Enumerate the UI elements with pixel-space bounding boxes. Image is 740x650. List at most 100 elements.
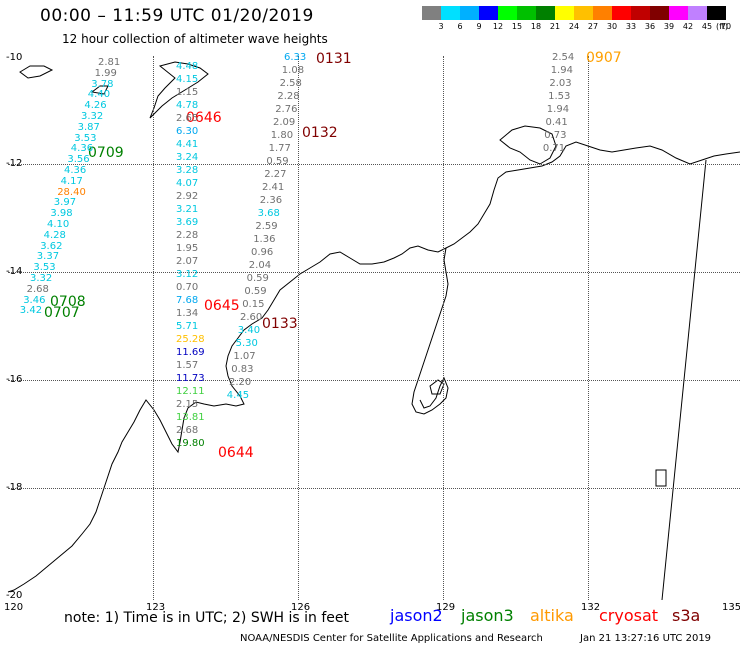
colorbar-label: 45: [701, 22, 713, 31]
pass-time: 0645: [204, 298, 240, 314]
lat-label: -12: [6, 158, 23, 169]
colorbar-swatch: [669, 6, 688, 20]
swh-value: 1.15: [176, 87, 199, 98]
swh-value: 3.62: [40, 240, 63, 252]
swh-value: 2.54: [552, 52, 575, 63]
legend-s3a: s3a: [672, 606, 701, 625]
swh-value: 3.37: [36, 251, 60, 263]
swh-value: 4.78: [176, 100, 199, 111]
gridline-lat: [8, 380, 740, 381]
swh-value: 4.17: [60, 175, 83, 187]
swh-value: 13.81: [176, 412, 205, 423]
map-subtitle: 12 hour collection of altimeter wave hei…: [62, 32, 328, 46]
swh-value: 1.77: [268, 143, 291, 154]
pass-time: 0132: [302, 125, 338, 141]
swh-value: 2.04: [248, 260, 272, 271]
swh-value: 2.68: [26, 283, 49, 295]
gridline-lon: [588, 56, 589, 600]
colorbar-swatch: [707, 6, 726, 20]
colorbar-label: 6: [457, 22, 463, 31]
swh-value: 0.15: [242, 299, 265, 310]
swh-value: 3.87: [77, 121, 100, 133]
swh-value: 0.73: [544, 130, 567, 141]
legend-altika: altika: [530, 606, 574, 625]
australia-coast: [7, 141, 740, 593]
gridline-lat: [8, 488, 740, 489]
colorbar-swatch: [593, 6, 612, 20]
swh-value: 3.12: [176, 269, 199, 280]
pass-time: 0707: [44, 305, 80, 321]
pass-time: 0644: [218, 445, 254, 461]
lat-label: -16: [6, 374, 23, 385]
colorbar-label: 24: [568, 22, 580, 31]
swh-value: 6.30: [176, 126, 199, 137]
legend-jason2: jason2: [390, 606, 443, 625]
swh-value: 2.28: [277, 91, 300, 102]
credit-line: NOAA/NESDIS Center for Satellite Applica…: [240, 633, 543, 644]
island-coast: [499, 125, 557, 165]
colorbar-swatch: [555, 6, 574, 20]
lat-label: -18: [6, 482, 23, 493]
lon-label: 126: [291, 602, 311, 613]
swh-value: 2.09: [273, 117, 296, 128]
swh-value: 3.53: [33, 262, 56, 274]
colorbar-swatch: [631, 6, 650, 20]
swh-value: 19.80: [176, 438, 205, 449]
swh-value: 2.68: [176, 425, 199, 436]
colorbar-swatch: [517, 6, 536, 20]
swh-value: 1.95: [176, 243, 199, 254]
swh-value: 3.24: [176, 152, 199, 163]
colorbar-label: 36: [644, 22, 656, 31]
colorbar-label: 30: [606, 22, 618, 31]
swh-value: 4.41: [176, 139, 199, 150]
swh-value: 3.97: [53, 197, 77, 209]
swh-value: 1.94: [550, 65, 573, 76]
swh-value: 4.28: [43, 229, 66, 241]
swh-value: 4.40: [87, 89, 111, 101]
swh-value: 5.71: [176, 321, 199, 332]
legend-jason3: jason3: [461, 606, 514, 625]
swh-value: 4.15: [176, 74, 199, 85]
swh-value: 1.94: [546, 104, 570, 115]
colorbar-label: 70: [720, 22, 732, 31]
colorbar-swatch: [688, 6, 707, 20]
swh-value: 2.41: [262, 182, 285, 193]
swh-value: 0.59: [266, 156, 289, 167]
swh-value: 4.36: [64, 165, 87, 176]
swh-value: 0.59: [244, 286, 267, 297]
map-title: 00:00 – 11:59 UTC 01/20/2019: [40, 6, 314, 26]
gridline-lon: [153, 56, 154, 600]
island-coast: [655, 469, 667, 487]
swh-value: 11.73: [176, 373, 205, 384]
swh-value: 3.21: [176, 204, 199, 215]
swh-value: 0.41: [545, 117, 568, 128]
colorbar-label: 39: [663, 22, 675, 31]
swh-value: 2.20: [229, 377, 252, 388]
lon-label: 129: [436, 602, 456, 613]
swh-value: 2.59: [255, 221, 278, 232]
swh-value: 4.26: [84, 100, 107, 112]
swh-value: 1.53: [548, 91, 571, 102]
colorbar-swatch: [460, 6, 479, 20]
swh-value: 2.92: [176, 191, 199, 202]
lat-label: -10: [6, 52, 23, 63]
colorbar-label: 3: [438, 22, 444, 31]
swh-value: 0.71: [542, 143, 566, 154]
swh-value: 3.78: [91, 78, 114, 90]
colorbar-swatch: [650, 6, 669, 20]
colorbar-label: 12: [492, 22, 504, 31]
colorbar-label: 33: [625, 22, 637, 31]
swh-value: 1.07: [233, 351, 256, 362]
swh-value: 3.56: [67, 154, 90, 166]
swh-value: 3.32: [81, 111, 104, 122]
lon-label: 132: [581, 602, 601, 613]
swh-value: 2.81: [98, 57, 121, 68]
colorbar-swatch: [422, 6, 441, 20]
swh-value: 4.48: [176, 61, 199, 72]
swh-value: 2.03: [549, 78, 572, 89]
colorbar-label: 42: [682, 22, 694, 31]
lon-label: 135: [722, 602, 740, 613]
swh-value: 4.36: [70, 143, 94, 155]
swh-value: 28.40: [57, 186, 86, 198]
